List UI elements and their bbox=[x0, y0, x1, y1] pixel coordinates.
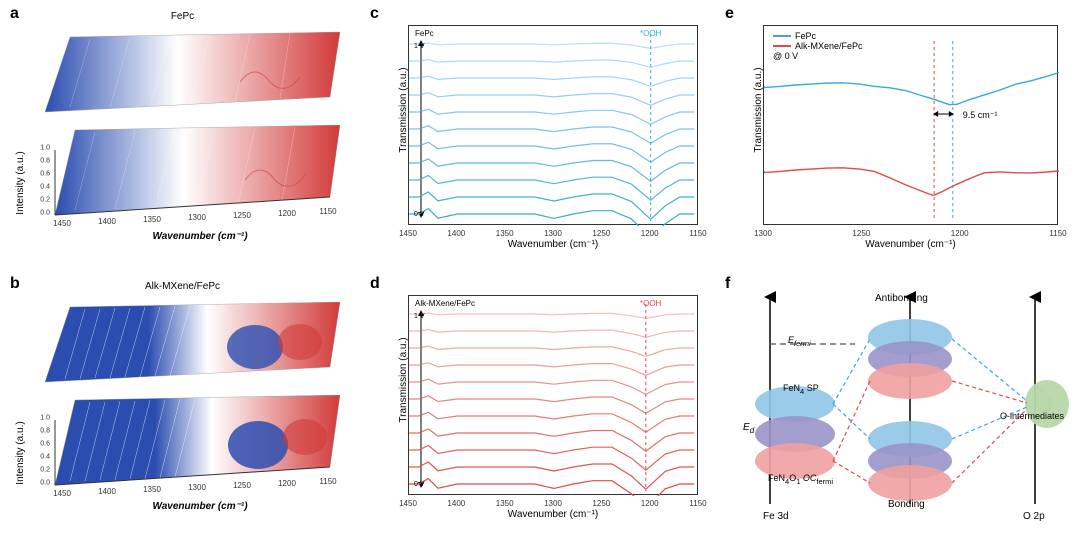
legend-swatch-fepc bbox=[773, 35, 791, 37]
panel-c-series-label: FePc bbox=[415, 29, 434, 38]
panel-a-xtick-1: 1400 bbox=[98, 217, 116, 226]
panel-e-label: e bbox=[725, 5, 734, 23]
panel-c-bottom-voltage: 0 V bbox=[414, 211, 425, 218]
panel_d-xtick-1300: 1300 bbox=[544, 499, 562, 508]
panel-a-title: FePc bbox=[10, 11, 355, 22]
panel-a-surface-top bbox=[40, 27, 350, 122]
panel_d-xtick-1400: 1400 bbox=[447, 499, 465, 508]
panel_d-xtick-1150: 1150 bbox=[689, 499, 706, 508]
panel_c-xtick-1450: 1450 bbox=[399, 229, 417, 238]
panel_c-xtick-1250: 1250 bbox=[592, 229, 610, 238]
panel-b-xtick-6: 1150 bbox=[319, 477, 336, 486]
panel-e-legend: FePc Alk-MXene/FePc @ 0 V bbox=[773, 31, 863, 61]
panel-a-ylabel: Intensity (a.u.) bbox=[15, 143, 26, 223]
panel-d-svg bbox=[409, 296, 699, 496]
panel-b: b Alk-MXene/FePc bbox=[10, 275, 355, 535]
panel-f-oc: FeN4O1 OCfermi bbox=[768, 473, 833, 486]
panel-c-top-voltage: 1 V bbox=[414, 43, 425, 50]
panel-d-bottom-voltage: 0 V bbox=[414, 481, 425, 488]
panel-a-xtick-4: 1250 bbox=[233, 211, 251, 220]
panel-f-ed: Ed bbox=[743, 422, 754, 435]
panel-a-xtick-0: 1450 bbox=[53, 219, 71, 228]
panel-a-xtick-5: 1200 bbox=[278, 209, 296, 218]
panel-a-xtick-3: 1300 bbox=[188, 213, 206, 222]
panel_d-xtick-1250: 1250 bbox=[592, 499, 610, 508]
panel-d-ooh-label: *OOH bbox=[640, 299, 661, 308]
panel-d-axes bbox=[408, 295, 698, 495]
panel-c-ooh-label: *OOH bbox=[640, 29, 661, 38]
panel_e-xtick-1150: 1150 bbox=[1049, 229, 1066, 238]
figure-root: a FePc bbox=[0, 0, 1080, 543]
panel-f-fe3d: Fe 3d bbox=[763, 511, 789, 522]
legend-swatch-alk bbox=[773, 45, 791, 47]
panel-e-condition: @ 0 V bbox=[773, 51, 863, 61]
panel_d-xtick-1350: 1350 bbox=[496, 499, 514, 508]
panel-e-ylabel: Transmission (a.u.) bbox=[753, 45, 764, 175]
panel-b-surface-top bbox=[40, 297, 350, 392]
panel_e-xtick-1300: 1300 bbox=[754, 229, 772, 238]
panel_c-xtick-1150: 1150 bbox=[689, 229, 706, 238]
panel-a: a FePc bbox=[10, 5, 355, 265]
panel-b-xtick-4: 1250 bbox=[233, 481, 251, 490]
panel_c-xtick-1200: 1200 bbox=[641, 229, 659, 238]
panel-c-xlabel: Wavenumber (cm⁻¹) bbox=[408, 239, 698, 250]
panel-d-series-label: Alk-MXene/FePc bbox=[415, 299, 475, 308]
panel-b-xtick-5: 1200 bbox=[278, 479, 296, 488]
panel-c: c FePc *OOH 1 V 0 V Transmission (a.u.) … bbox=[370, 5, 710, 265]
panel-f-o2p: O 2p bbox=[1023, 511, 1045, 522]
svg-text:9.5 cm⁻¹: 9.5 cm⁻¹ bbox=[963, 110, 998, 120]
panel_e-xtick-1200: 1200 bbox=[951, 229, 969, 238]
panel-a-xlabel: Wavenumber (cm⁻¹) bbox=[70, 231, 330, 242]
panel-b-xlabel: Wavenumber (cm⁻¹) bbox=[70, 501, 330, 512]
panel-d-top-voltage: 1 V bbox=[414, 313, 425, 320]
panel-b-xtick-0: 1450 bbox=[53, 489, 71, 498]
panel-c-label: c bbox=[370, 5, 379, 23]
panel-d: d Alk-MXene/FePc *OOH 1 V 0 V Transmissi… bbox=[370, 275, 710, 535]
panel-f-label: f bbox=[725, 275, 730, 293]
panel-f-ointer: O-intermediates bbox=[1000, 411, 1064, 421]
panel_c-xtick-1400: 1400 bbox=[447, 229, 465, 238]
panel-e-xlabel: Wavenumber (cm⁻¹) bbox=[763, 239, 1058, 250]
panel-d-label: d bbox=[370, 275, 380, 293]
panel-f-antibonding: Antibonding bbox=[875, 293, 928, 304]
panel-c-svg bbox=[409, 26, 699, 226]
legend-label-fepc: FePc bbox=[795, 31, 816, 41]
panel-f-efermi: Efermi bbox=[788, 335, 811, 348]
panel-f: f bbox=[725, 275, 1070, 535]
panel-f-svg bbox=[735, 289, 1070, 529]
panel-a-xtick-6: 1150 bbox=[319, 207, 336, 216]
panel-b-xtick-2: 1350 bbox=[143, 485, 161, 494]
panel-b-xtick-3: 1300 bbox=[188, 483, 206, 492]
panel-c-ylabel: Transmission (a.u.) bbox=[398, 45, 409, 175]
panel_c-xtick-1300: 1300 bbox=[544, 229, 562, 238]
panel-e: e 9.5 cm⁻¹ FePc Alk-MXene/FePc @ 0 V Tra… bbox=[725, 5, 1070, 265]
panel-b-title: Alk-MXene/FePc bbox=[10, 281, 355, 292]
panel_d-xtick-1450: 1450 bbox=[399, 499, 417, 508]
panel-d-ylabel: Transmission (a.u.) bbox=[398, 315, 409, 445]
panel_e-xtick-1250: 1250 bbox=[852, 229, 870, 238]
panel-f-bonding: Bonding bbox=[888, 499, 925, 510]
panel-d-xlabel: Wavenumber (cm⁻¹) bbox=[408, 509, 698, 520]
panel-f-sp: FeN4 SP bbox=[783, 383, 819, 396]
legend-label-alk: Alk-MXene/FePc bbox=[795, 41, 863, 51]
panel-a-xtick-2: 1350 bbox=[143, 215, 161, 224]
panel_d-xtick-1200: 1200 bbox=[641, 499, 659, 508]
panel-b-xtick-1: 1400 bbox=[98, 487, 116, 496]
panel-c-axes bbox=[408, 25, 698, 225]
panel-b-ylabel: Intensity (a.u.) bbox=[15, 413, 26, 493]
panel_c-xtick-1350: 1350 bbox=[496, 229, 514, 238]
